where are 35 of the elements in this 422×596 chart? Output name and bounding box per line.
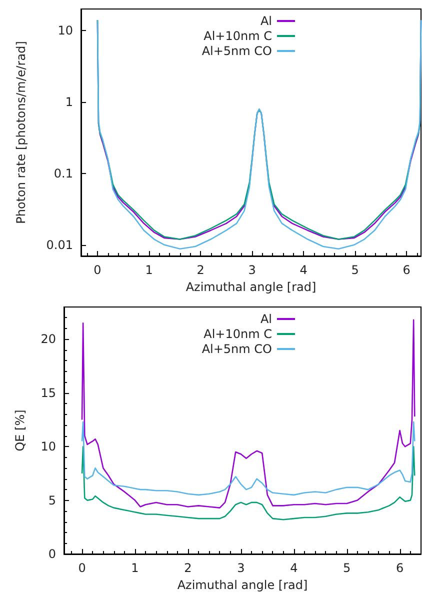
y-tick-label: 15 xyxy=(40,386,56,400)
x-tick-label: 4 xyxy=(300,263,308,277)
line-series xyxy=(81,446,416,520)
y-tick-label: 0.01 xyxy=(46,238,73,252)
x-tick-label: 0 xyxy=(78,561,86,575)
x-tick-label: 1 xyxy=(131,561,139,575)
x-tick-label: 3 xyxy=(248,263,256,277)
x-tick-label: 1 xyxy=(145,263,153,277)
x-tick-label: 6 xyxy=(396,561,404,575)
y-tick-label: 1 xyxy=(65,94,73,109)
legend-label: Al+10nm C xyxy=(204,327,272,341)
x-axis-title: Azimuthal angle [rad] xyxy=(177,578,308,592)
y-tick-label: 10 xyxy=(40,440,56,454)
y-axis-title: QE [%] xyxy=(13,410,27,452)
legend-label: Al xyxy=(260,14,272,28)
legend-label: Al+5nm CO xyxy=(202,342,272,356)
y-tick-label: 10 xyxy=(58,24,73,38)
y-axis-title: Photon rate [photons/m/e/rad] xyxy=(14,41,28,224)
line-series xyxy=(81,421,416,496)
legend-label: Al+10nm C xyxy=(204,29,272,43)
x-tick-label: 6 xyxy=(402,263,410,277)
y-tick-label: 0 xyxy=(48,547,56,561)
x-tick-label: 3 xyxy=(237,561,245,575)
x-axis-title: Azimuthal angle [rad] xyxy=(186,280,316,294)
legend-label: Al xyxy=(260,312,272,326)
y-tick-label: 0.1 xyxy=(54,166,73,180)
x-tick-label: 5 xyxy=(343,561,351,575)
legend-label: Al+5nm CO xyxy=(202,44,272,58)
y-tick-label: 5 xyxy=(48,493,56,508)
x-tick-label: 2 xyxy=(184,561,192,575)
x-tick-label: 5 xyxy=(351,263,359,277)
x-tick-label: 0 xyxy=(94,263,102,277)
x-tick-label: 4 xyxy=(290,561,298,575)
y-tick-label: 20 xyxy=(40,332,56,346)
x-tick-label: 2 xyxy=(196,263,204,277)
